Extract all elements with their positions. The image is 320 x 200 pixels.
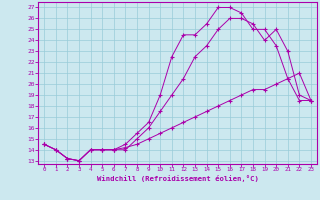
X-axis label: Windchill (Refroidissement éolien,°C): Windchill (Refroidissement éolien,°C) — [97, 175, 259, 182]
